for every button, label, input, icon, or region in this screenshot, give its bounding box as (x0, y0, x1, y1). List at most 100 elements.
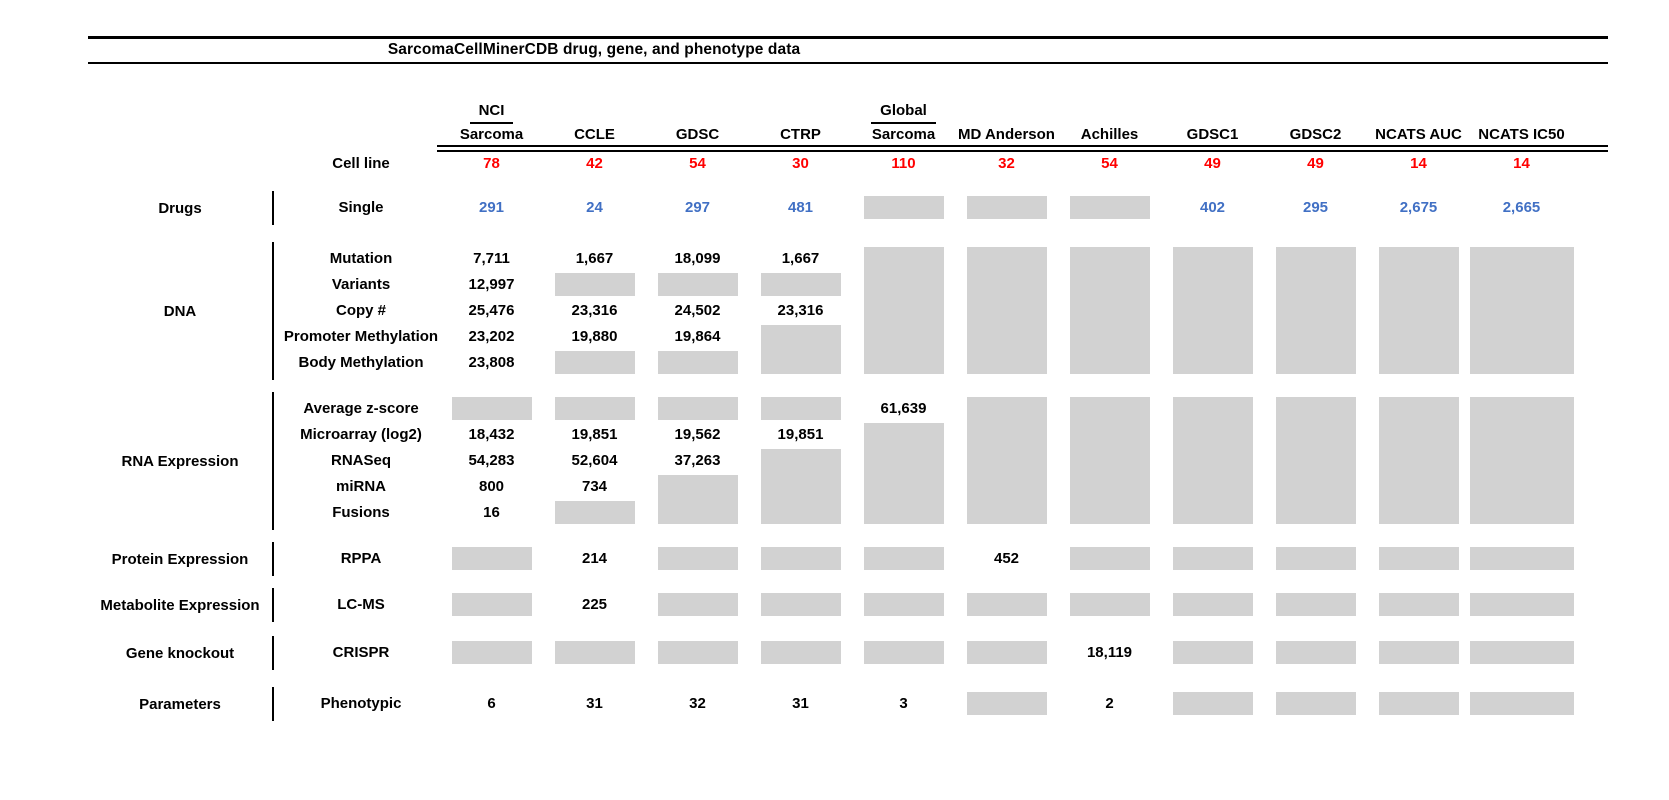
data-cell: 31 (543, 691, 646, 717)
missing-data-box (863, 547, 944, 570)
row-label: LC-MS (337, 596, 385, 613)
data-cell (1058, 272, 1161, 298)
column-header-label: MD Anderson (958, 126, 1055, 143)
data-cell (852, 272, 955, 298)
group-label: Metabolite Expression (100, 596, 260, 614)
missing-data-box (554, 641, 635, 664)
data-cell (1058, 324, 1161, 350)
data-cell (543, 640, 646, 666)
table-row: RPPA 214 452 (0, 546, 1669, 572)
data-cell (1470, 448, 1573, 474)
row-label-cell: Variants (0, 277, 440, 293)
row-label: Single (338, 199, 384, 216)
column-header-label: GDSC1 (1186, 126, 1239, 143)
data-value: 3 (899, 695, 908, 712)
data-value: 1,667 (575, 250, 614, 267)
missing-data-box (863, 641, 944, 664)
row-label-cell: Single (0, 200, 440, 216)
data-cell (749, 546, 852, 572)
title-rule-top (88, 36, 1608, 39)
row-label: Phenotypic (320, 695, 402, 712)
data-cell (852, 298, 955, 324)
data-cell (440, 592, 543, 618)
data-cell (1264, 272, 1367, 298)
group-label: RNA Expression (121, 452, 239, 470)
data-cell (749, 448, 852, 524)
data-value: 23,316 (571, 302, 618, 319)
section-protein-expression: Protein Expression RPPA 214 452 (0, 542, 1669, 576)
group-label: DNA (163, 302, 197, 320)
data-value: 37,263 (674, 452, 721, 469)
data-value: 23,202 (468, 328, 515, 345)
data-cell (1470, 272, 1573, 298)
data-value: 61,639 (880, 400, 927, 417)
data-cell: 19,851 (749, 422, 852, 448)
missing-data-box (1172, 692, 1253, 715)
cell-line-row: Cell line 78 42 54 30 110 32 54 49 49 14 14 (0, 153, 1669, 175)
data-cell (1367, 324, 1470, 350)
data-value: 19,851 (777, 426, 824, 443)
column-header: NCATS AUC (1367, 126, 1470, 144)
data-cell (749, 324, 852, 374)
data-cell: 800 (440, 474, 543, 500)
missing-data-box (451, 397, 532, 420)
table-row: Average z-score 61,639 (0, 396, 1669, 524)
data-value: 291 (478, 199, 505, 216)
column-header: Achilles (1058, 126, 1161, 144)
missing-data-box (1378, 593, 1459, 616)
data-value: 31 (792, 695, 809, 712)
data-cell (955, 500, 1058, 526)
missing-data-box (1069, 593, 1150, 616)
table-row: Fusions 16 (0, 500, 1669, 526)
data-cell (646, 546, 749, 572)
data-cell: 225 (543, 592, 646, 618)
table-row: Promoter Methylation 23,202 19,880 19,864 (0, 324, 1669, 374)
table-row: Phenotypic 6 31 32 31 3 2 (0, 691, 1669, 717)
missing-data-box (451, 593, 532, 616)
missing-data-box (863, 423, 944, 524)
row-label: Body Methylation (298, 354, 424, 371)
data-cell: 19,864 (646, 324, 749, 350)
data-cell: 295 (1264, 195, 1367, 221)
data-cell (749, 640, 852, 666)
data-cell (955, 195, 1058, 221)
section-metabolite-expression: Metabolite Expression LC-MS 225 (0, 588, 1669, 622)
data-cell (1264, 546, 1367, 572)
section-parameters: Parameters Phenotypic 6 31 32 31 3 2 (0, 687, 1669, 721)
data-cell: 1,667 (543, 246, 646, 272)
data-value: 19,864 (674, 328, 721, 345)
data-value: 2,665 (1502, 199, 1541, 216)
data-cell (1470, 474, 1573, 500)
cell-line-count: 14 (1513, 155, 1530, 172)
data-cell (1058, 500, 1161, 526)
row-label-cell: Microarray (log2) (0, 427, 440, 443)
data-cell: 2,675 (1367, 195, 1470, 221)
data-cell (852, 500, 955, 526)
data-cell (1058, 474, 1161, 500)
data-cell (1264, 350, 1367, 376)
missing-data-box (1275, 547, 1356, 570)
missing-data-box (657, 641, 738, 664)
missing-data-box (760, 547, 841, 570)
data-cell (955, 298, 1058, 324)
data-cell (1470, 324, 1573, 350)
data-cell (955, 396, 1058, 524)
data-cell: 12,997 (440, 272, 543, 298)
missing-data-box (554, 397, 635, 420)
missing-data-box (966, 397, 1047, 524)
section-gene-knockout: Gene knockout CRISPR 18,119 (0, 636, 1669, 670)
data-value: 31 (586, 695, 603, 712)
data-value: 225 (581, 596, 608, 613)
data-cell (852, 546, 955, 572)
table-row: CRISPR 18,119 (0, 640, 1669, 666)
data-cell (749, 350, 852, 376)
data-value: 7,711 (473, 250, 510, 267)
missing-data-box (1378, 547, 1459, 570)
data-cell (1264, 298, 1367, 324)
row-label-cell: Promoter Methylation (0, 329, 440, 345)
data-cell (852, 592, 955, 618)
row-label-cell: Copy # (0, 303, 440, 319)
data-cell (1469, 592, 1574, 618)
data-cell: 2,665 (1470, 195, 1573, 221)
